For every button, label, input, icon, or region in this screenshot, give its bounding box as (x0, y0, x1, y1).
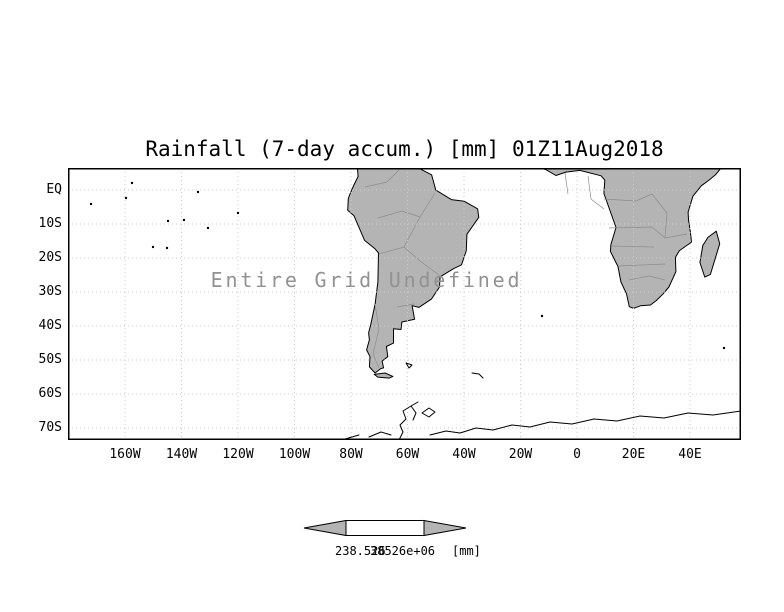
antarctic-peninsula-coastline (398, 401, 419, 440)
colorbar-label-min: 238.526 (335, 544, 386, 558)
antarctic-peninsula-branch (410, 405, 417, 421)
y-tick-label: 50S (38, 352, 62, 367)
tierra-del-fuego-landmass (373, 372, 394, 379)
landmasses (347, 168, 722, 379)
colorbar-label-max: 38526e+06 (370, 544, 436, 558)
y-tick-label: 40S (38, 318, 62, 333)
gridlines (68, 168, 741, 440)
falkland-islands (405, 362, 413, 369)
x-tick-label: 60W (395, 447, 420, 462)
x-tick-label: 80W (339, 447, 363, 462)
south-america-landmass (347, 168, 480, 374)
colorbar-bar (345, 520, 425, 536)
chart-title: Rainfall (7-day accum.) [mm] 01Z11Aug201… (145, 137, 664, 161)
x-tick-label: 40E (678, 447, 702, 462)
undefined-grid-notice: Entire Grid Undefined (210, 268, 523, 292)
country-borders (364, 169, 688, 369)
colorbar-unit-label: [mm] (452, 544, 481, 558)
x-tick-label: 20E (621, 447, 646, 462)
x-tick-label: 20W (508, 447, 533, 462)
island-specks (89, 181, 726, 350)
antarctica-coastline (429, 410, 741, 436)
antarctic-coastlines (344, 362, 741, 440)
map-canvas (68, 168, 741, 440)
x-tick-label: 120W (222, 447, 254, 462)
x-tick-label: 160W (109, 447, 141, 462)
y-tick-label: 60S (38, 386, 62, 401)
antarctic-coast-fragment-2 (344, 434, 360, 440)
x-tick-label: 0 (573, 447, 581, 462)
colorbar-right-arrow (423, 519, 467, 537)
x-tick-label: 100W (278, 447, 311, 462)
colorbar-left-arrow (303, 519, 347, 537)
colorbar (303, 519, 467, 537)
x-tick-label: 140W (165, 447, 198, 462)
x-tick-label: 40W (452, 447, 476, 462)
y-tick-label: 20S (38, 250, 62, 265)
antarctic-coast-fragment-1 (368, 431, 392, 438)
south-georgia-island (471, 372, 484, 379)
y-tick-label: 30S (38, 284, 62, 299)
y-tick-label: 10S (38, 216, 62, 231)
y-tick-label: 70S (38, 420, 62, 435)
plot-frame (68, 168, 741, 440)
madagascar-landmass (699, 230, 721, 278)
y-tick-label: EQ (46, 182, 62, 197)
antarctic-island-outline (421, 407, 436, 418)
